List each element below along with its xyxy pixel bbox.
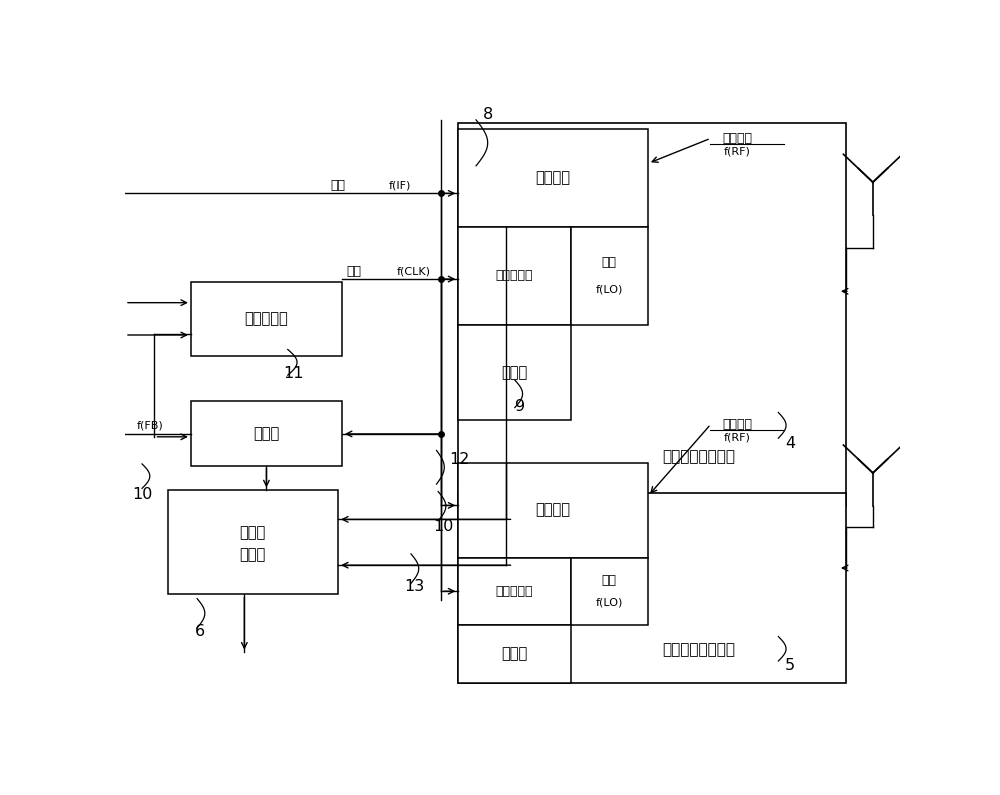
Bar <box>191 282 342 355</box>
Text: 10: 10 <box>433 519 454 534</box>
Text: f(RF): f(RF) <box>724 432 751 443</box>
Text: 10: 10 <box>133 487 153 502</box>
Text: f(IF): f(IF) <box>389 181 411 191</box>
Text: f(CLK): f(CLK) <box>396 266 430 277</box>
Bar <box>191 401 342 466</box>
Text: 11: 11 <box>284 366 304 382</box>
Text: 中频: 中频 <box>331 180 346 192</box>
Text: 下变频器: 下变频器 <box>536 502 571 518</box>
Text: 第三锁相环: 第三锁相环 <box>496 585 533 598</box>
Bar <box>168 491 338 595</box>
Text: 9: 9 <box>515 399 525 414</box>
Bar <box>571 557 648 625</box>
Text: f(LO): f(LO) <box>596 597 623 607</box>
Bar <box>458 493 846 683</box>
Text: 分频器: 分频器 <box>501 365 528 380</box>
Bar <box>458 325 571 420</box>
Text: 第二无线接收电路: 第二无线接收电路 <box>662 642 735 657</box>
Text: f(FB): f(FB) <box>137 421 163 431</box>
Text: 13: 13 <box>404 580 424 595</box>
Text: 分频器: 分频器 <box>253 426 280 441</box>
Text: 第一锁相环: 第一锁相环 <box>245 312 288 326</box>
Text: 6: 6 <box>195 623 205 638</box>
Text: 第二锁相环: 第二锁相环 <box>496 270 533 282</box>
Text: f(RF): f(RF) <box>724 147 751 157</box>
Bar <box>458 123 846 506</box>
Text: 射频信号: 射频信号 <box>722 417 752 431</box>
Text: 计算器: 计算器 <box>240 547 266 562</box>
Text: 相位差: 相位差 <box>240 525 266 541</box>
Bar <box>458 129 648 227</box>
Text: 下变频器: 下变频器 <box>536 171 571 185</box>
Bar <box>458 557 571 625</box>
Text: 分频器: 分频器 <box>501 646 528 661</box>
Text: 4: 4 <box>785 436 795 451</box>
Bar <box>571 227 648 325</box>
Text: f(LO): f(LO) <box>596 285 623 294</box>
Text: 射频信号: 射频信号 <box>722 132 752 145</box>
Text: 第一无线接收电路: 第一无线接收电路 <box>662 449 735 464</box>
Text: 本振: 本振 <box>602 574 617 587</box>
Bar <box>458 227 571 325</box>
Text: 8: 8 <box>483 107 493 122</box>
Text: 12: 12 <box>449 452 469 467</box>
Text: 本振: 本振 <box>602 256 617 269</box>
Text: 5: 5 <box>785 658 795 673</box>
Text: 时钟: 时钟 <box>346 266 361 278</box>
Bar <box>458 625 571 683</box>
Bar <box>458 463 648 557</box>
